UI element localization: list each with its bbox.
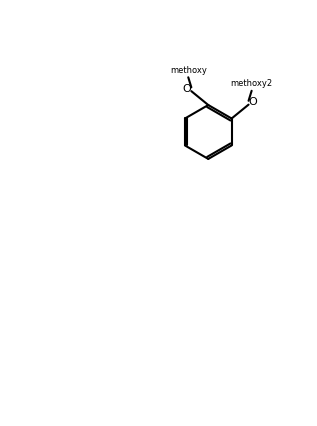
Text: methoxy: methoxy	[170, 66, 207, 75]
Text: methoxy2: methoxy2	[230, 79, 273, 88]
Text: O: O	[182, 84, 191, 94]
Text: O: O	[249, 97, 257, 107]
